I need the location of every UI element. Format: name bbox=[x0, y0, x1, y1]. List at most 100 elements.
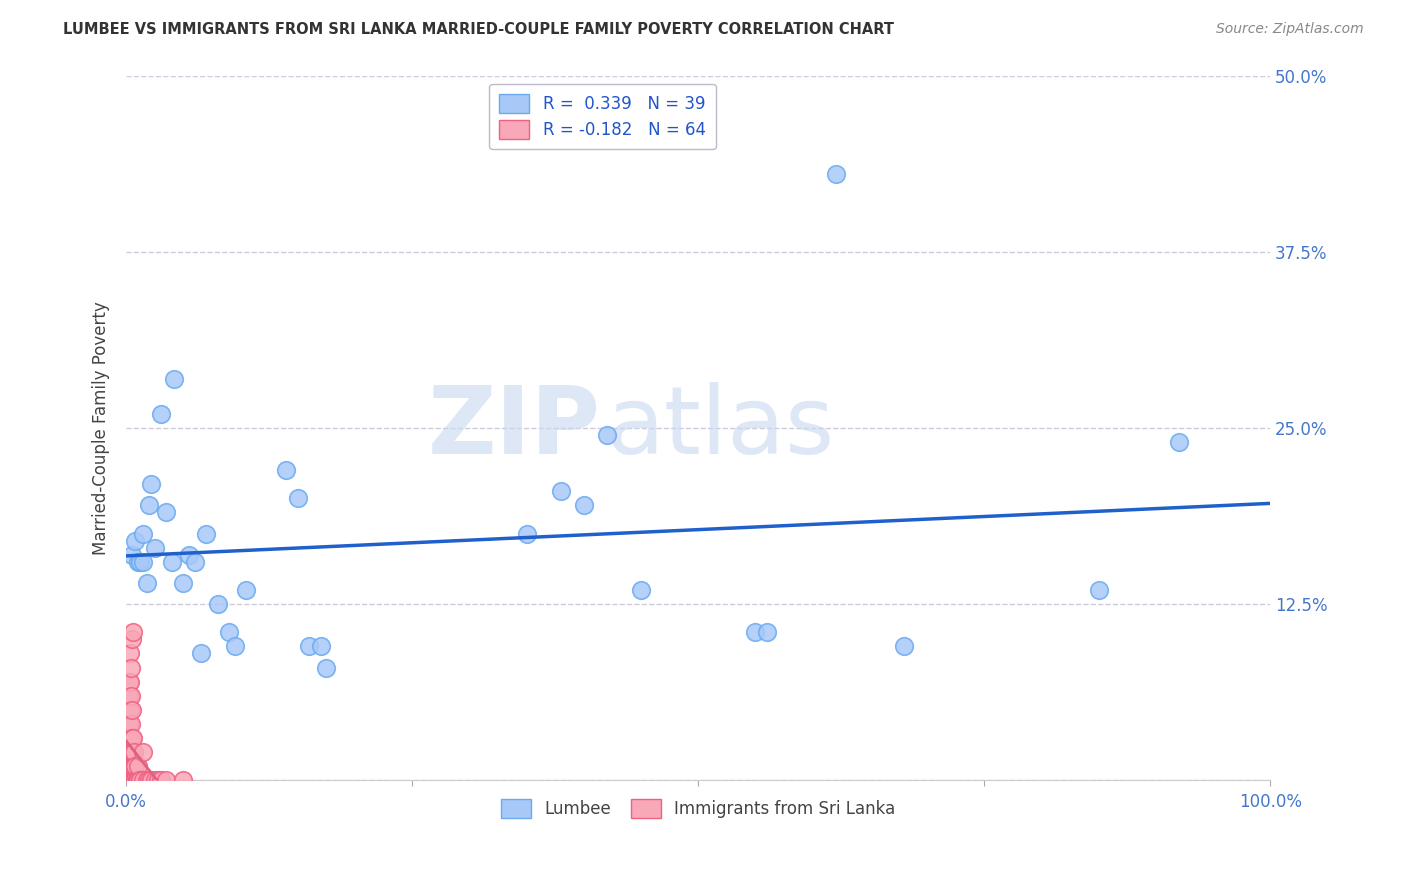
Point bbox=[1087, 582, 1109, 597]
Point bbox=[124, 745, 146, 759]
Legend: Lumbee, Immigrants from Sri Lanka: Lumbee, Immigrants from Sri Lanka bbox=[495, 792, 903, 825]
Point bbox=[143, 773, 166, 788]
Point bbox=[121, 773, 143, 788]
Point bbox=[149, 407, 172, 421]
Point bbox=[550, 484, 572, 499]
Point bbox=[124, 773, 146, 788]
Point bbox=[218, 625, 240, 640]
Point bbox=[122, 731, 145, 745]
Point bbox=[121, 731, 143, 745]
Point bbox=[124, 759, 146, 773]
Point bbox=[127, 759, 149, 773]
Point bbox=[120, 689, 142, 703]
Point bbox=[276, 463, 298, 477]
Point bbox=[117, 689, 139, 703]
Point bbox=[893, 640, 915, 654]
Point bbox=[184, 555, 207, 569]
Point bbox=[155, 773, 177, 788]
Text: ZIP: ZIP bbox=[429, 382, 600, 474]
Point bbox=[121, 745, 143, 759]
Point bbox=[118, 703, 141, 717]
Point bbox=[179, 548, 201, 562]
Point bbox=[132, 745, 155, 759]
Point bbox=[163, 371, 186, 385]
Point bbox=[124, 759, 146, 773]
Point bbox=[744, 625, 766, 640]
Point bbox=[148, 773, 170, 788]
Point bbox=[124, 773, 146, 788]
Point bbox=[143, 541, 166, 555]
Point bbox=[117, 773, 139, 788]
Point bbox=[155, 506, 177, 520]
Point bbox=[120, 717, 142, 731]
Point bbox=[121, 632, 143, 647]
Point bbox=[135, 773, 157, 788]
Point bbox=[118, 745, 141, 759]
Point bbox=[315, 660, 337, 674]
Point bbox=[117, 773, 139, 788]
Point bbox=[122, 759, 145, 773]
Point bbox=[160, 555, 183, 569]
Point bbox=[121, 703, 143, 717]
Point bbox=[124, 773, 146, 788]
Text: Source: ZipAtlas.com: Source: ZipAtlas.com bbox=[1216, 22, 1364, 37]
Point bbox=[1167, 435, 1189, 450]
Point bbox=[141, 773, 163, 788]
Point bbox=[120, 773, 142, 788]
Point bbox=[117, 717, 139, 731]
Point bbox=[129, 773, 152, 788]
Point bbox=[132, 773, 155, 788]
Point bbox=[118, 674, 141, 689]
Point bbox=[117, 759, 139, 773]
Point bbox=[117, 773, 139, 788]
Point bbox=[132, 526, 155, 541]
Point bbox=[118, 731, 141, 745]
Point bbox=[118, 759, 141, 773]
Text: LUMBEE VS IMMIGRANTS FROM SRI LANKA MARRIED-COUPLE FAMILY POVERTY CORRELATION CH: LUMBEE VS IMMIGRANTS FROM SRI LANKA MARR… bbox=[63, 22, 894, 37]
Point bbox=[287, 491, 309, 506]
Point bbox=[117, 745, 139, 759]
Point bbox=[138, 499, 160, 513]
Point bbox=[118, 647, 141, 661]
Point bbox=[118, 773, 141, 788]
Point bbox=[207, 597, 229, 611]
Point bbox=[516, 526, 538, 541]
Point bbox=[195, 526, 218, 541]
Point bbox=[129, 555, 152, 569]
Y-axis label: Married-Couple Family Poverty: Married-Couple Family Poverty bbox=[93, 301, 110, 555]
Point bbox=[129, 773, 152, 788]
Point bbox=[125, 773, 148, 788]
Point bbox=[127, 773, 149, 788]
Point bbox=[121, 759, 143, 773]
Point bbox=[824, 167, 846, 181]
Point bbox=[149, 773, 172, 788]
Point bbox=[121, 773, 143, 788]
Point bbox=[121, 773, 143, 788]
Point bbox=[125, 773, 148, 788]
Point bbox=[122, 625, 145, 640]
Point bbox=[224, 640, 246, 654]
Point bbox=[121, 548, 143, 562]
Point bbox=[127, 555, 149, 569]
Point bbox=[572, 499, 595, 513]
Point bbox=[117, 703, 139, 717]
Point bbox=[596, 428, 619, 442]
Point bbox=[124, 773, 146, 788]
Point bbox=[120, 773, 142, 788]
Point bbox=[235, 582, 257, 597]
Point bbox=[755, 625, 778, 640]
Point bbox=[173, 576, 195, 591]
Point bbox=[118, 773, 141, 788]
Point bbox=[120, 759, 142, 773]
Point bbox=[117, 731, 139, 745]
Point bbox=[124, 533, 146, 548]
Point bbox=[120, 745, 142, 759]
Point bbox=[309, 640, 332, 654]
Point bbox=[117, 674, 139, 689]
Point bbox=[173, 773, 195, 788]
Point bbox=[630, 582, 652, 597]
Point bbox=[298, 640, 321, 654]
Point bbox=[122, 773, 145, 788]
Point bbox=[135, 576, 157, 591]
Point bbox=[127, 773, 149, 788]
